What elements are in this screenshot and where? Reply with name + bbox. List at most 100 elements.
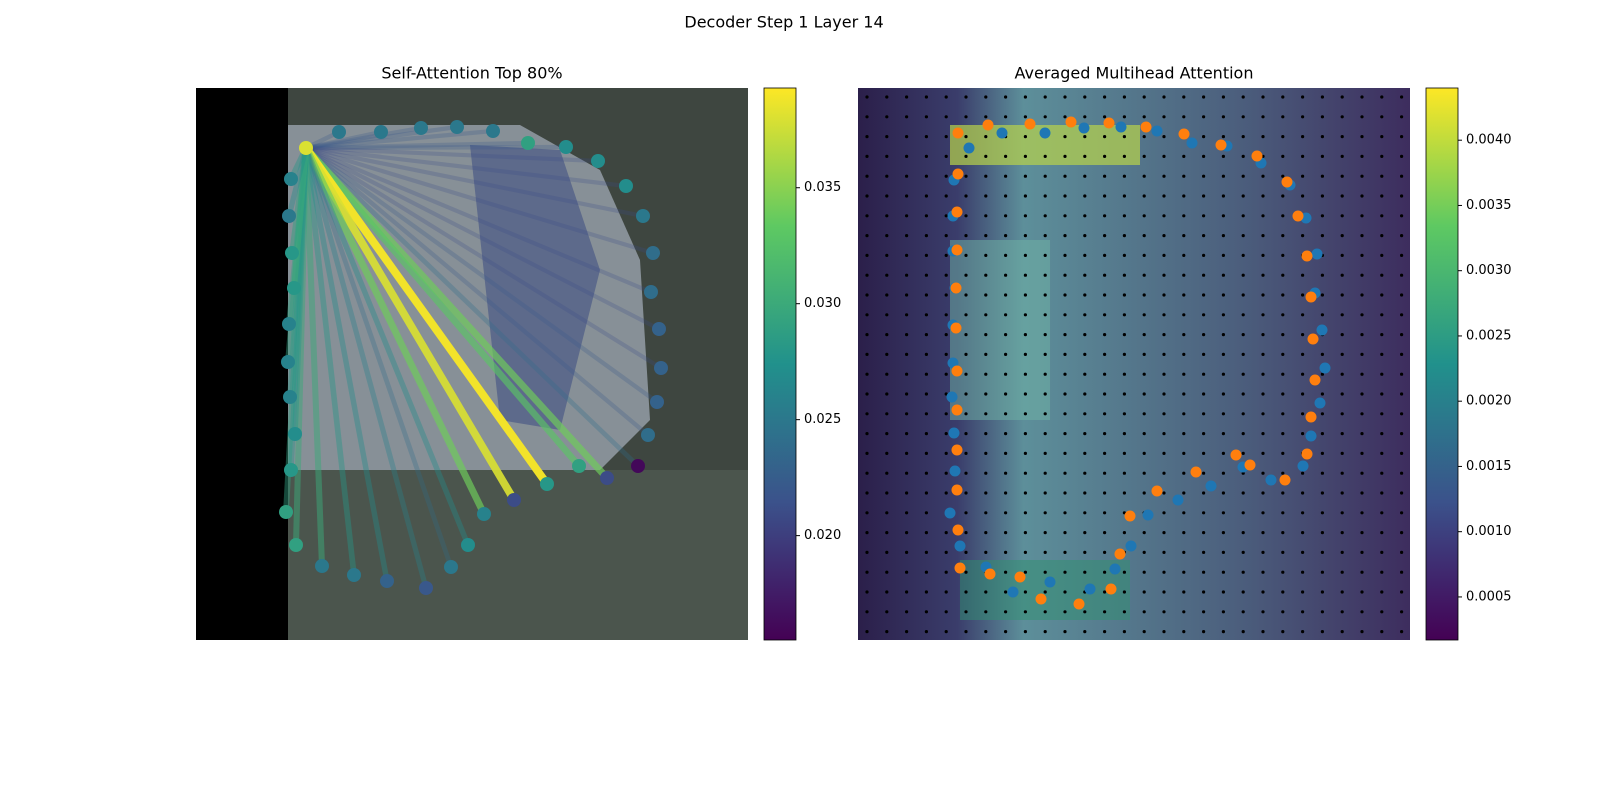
grid-dot [1162, 253, 1166, 257]
grid-dot [1340, 214, 1344, 218]
grid-dot [924, 313, 929, 317]
grid-dot [1063, 352, 1067, 356]
grid-dot [1320, 95, 1324, 99]
grid-dot [1241, 95, 1245, 99]
grid-dot [1122, 135, 1126, 139]
point [1103, 117, 1115, 129]
grid-dot [1202, 590, 1206, 594]
grid-dot [1122, 115, 1126, 119]
point [1316, 324, 1328, 336]
point [951, 444, 963, 456]
grid-dot [1122, 273, 1126, 277]
grid-dot [1083, 135, 1087, 139]
grid-dot [1221, 392, 1225, 396]
grid-dot [1380, 392, 1384, 396]
query-point [507, 493, 521, 507]
grid-dot [964, 95, 968, 99]
grid-dot [1103, 550, 1107, 555]
grid-dot [1241, 432, 1245, 436]
grid-dot [1301, 95, 1305, 99]
attention-line [303, 145, 582, 469]
grid-dot [1083, 491, 1087, 495]
grid-dot [1063, 115, 1067, 119]
grid-dot [1182, 154, 1186, 158]
grid-dot [905, 531, 909, 535]
grid-dot [865, 352, 869, 356]
attention-line [303, 147, 357, 576]
grid-dot [1261, 432, 1265, 436]
query-point [374, 125, 388, 139]
grid-dot [1122, 194, 1126, 198]
grid-dot [905, 154, 909, 158]
query-point [282, 317, 296, 331]
grid-dot [1023, 570, 1027, 574]
grid-dot [1281, 234, 1285, 238]
grid-dot [1320, 392, 1324, 396]
grid-dot [1142, 491, 1146, 495]
grid-dot [944, 451, 948, 455]
grid-dot [1063, 154, 1067, 158]
grid-dot [905, 372, 909, 376]
grid-dot [1241, 234, 1245, 238]
grid-dot [1162, 194, 1166, 198]
grid-dot [984, 194, 988, 198]
grid-dot [1043, 610, 1047, 614]
grid-dot [924, 412, 929, 416]
grid-dot [1162, 610, 1166, 614]
query-point [288, 427, 302, 441]
grid-dot [1083, 432, 1087, 436]
grid-dot [1162, 491, 1166, 495]
grid-dot [1142, 194, 1146, 198]
point [1244, 459, 1256, 471]
grid-dot [924, 491, 929, 495]
query-point [461, 538, 475, 552]
grid-dot [1400, 610, 1404, 614]
grid-dot [1380, 451, 1384, 455]
grid-dot [1103, 511, 1107, 515]
grid-dot [1043, 451, 1047, 455]
grid-dot [924, 451, 929, 455]
grid-dot [1380, 194, 1384, 198]
grid-dot [885, 174, 889, 178]
grid-dot [1083, 253, 1087, 257]
grid-dot [964, 135, 968, 139]
grid-dot [1162, 432, 1166, 436]
grid-dot [1023, 333, 1027, 337]
grid-dot [1043, 590, 1047, 594]
grid-dot [885, 194, 889, 198]
grid-dot [1221, 194, 1225, 198]
grid-dot [964, 451, 968, 455]
grid-dot [1063, 630, 1067, 634]
grid-dot [1004, 194, 1008, 198]
grid-dot [984, 372, 988, 376]
grid-dot [964, 273, 968, 277]
grid-dot [885, 451, 889, 455]
grid-dot [1004, 174, 1008, 178]
point [951, 365, 963, 377]
grid-dot [1083, 352, 1087, 356]
grid-dot [964, 115, 968, 119]
grid-dot [1340, 570, 1344, 574]
grid-dot [1261, 451, 1265, 455]
grid-dot [1083, 194, 1087, 198]
grid-dot [1221, 234, 1225, 238]
grid-dot [1400, 194, 1404, 198]
attention-line [283, 147, 309, 513]
grid-dot [1241, 174, 1245, 178]
grid-dot [944, 313, 948, 317]
grid-dot [1122, 531, 1126, 535]
grid-dot [1380, 234, 1384, 238]
grid-dot [1122, 610, 1126, 614]
grid-dot [964, 174, 968, 178]
grid-dot [964, 511, 968, 515]
grid-dot [984, 412, 988, 416]
attention-line [305, 146, 660, 331]
query-point [444, 560, 458, 574]
grid-dot [1301, 174, 1305, 178]
grid-dot [1063, 590, 1067, 594]
query-point [619, 179, 633, 193]
grid-dot [1221, 432, 1225, 436]
grid-dot [944, 352, 948, 356]
grid-dot [1340, 372, 1344, 376]
grid-dot [1162, 333, 1166, 337]
